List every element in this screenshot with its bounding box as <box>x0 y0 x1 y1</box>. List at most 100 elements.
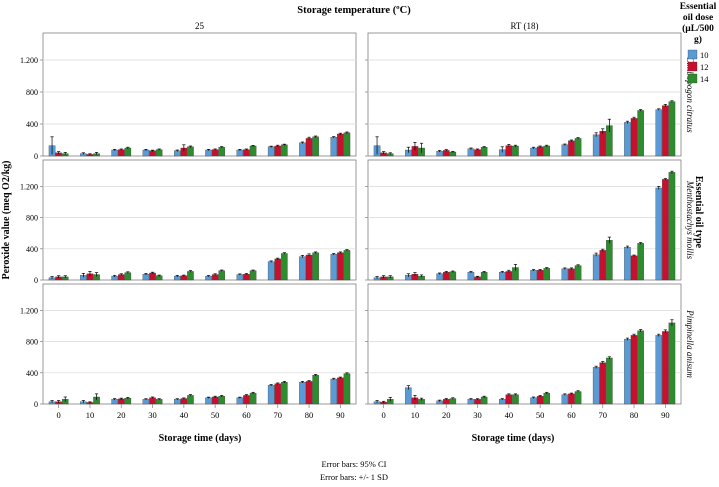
bar <box>312 374 319 405</box>
bar <box>218 147 225 157</box>
y-tick-label: 1.200 <box>20 56 38 65</box>
bar <box>142 149 150 157</box>
bar <box>436 273 443 281</box>
x-tick-label: 20 <box>442 410 451 420</box>
bar <box>599 362 607 405</box>
bar <box>505 271 513 281</box>
bar <box>149 272 156 281</box>
legend-label: 14 <box>700 74 709 84</box>
x-tick-label: 50 <box>211 410 220 420</box>
bar <box>299 256 306 281</box>
bar <box>543 145 551 157</box>
bar <box>142 399 150 405</box>
bar <box>330 137 337 157</box>
bar <box>536 146 544 157</box>
y-tick-label: 1.200 <box>20 182 38 191</box>
bar <box>530 270 537 281</box>
bar <box>536 396 544 405</box>
bar <box>480 396 488 405</box>
bar <box>249 145 257 157</box>
x-tick-label: 10 <box>411 410 420 420</box>
x-tick-label: 70 <box>274 410 283 420</box>
legend-title-line: (µL/500 <box>682 23 714 34</box>
legend-swatch <box>687 73 698 84</box>
bar <box>637 330 644 405</box>
bar <box>449 398 457 405</box>
bar <box>267 261 275 281</box>
bar <box>449 271 457 281</box>
bar <box>149 397 156 405</box>
x-axis-title-left: Storage time (days) <box>159 433 242 444</box>
bar <box>668 172 676 281</box>
row-label: Pimpinella anisum <box>685 309 695 378</box>
bar <box>267 146 275 157</box>
bar <box>530 147 537 157</box>
y-axis-title: Peroxide value (meq O2/kg) <box>1 161 12 280</box>
bar <box>305 254 313 281</box>
x-tick-label: 80 <box>630 410 639 420</box>
y-tick-label: 400 <box>26 245 38 254</box>
x-tick-label: 0 <box>382 410 386 420</box>
column-header: RT (18) <box>510 21 538 31</box>
row-label: Cimbopogon citratus <box>685 56 695 133</box>
bar <box>442 272 450 281</box>
bar <box>480 272 488 281</box>
y-tick-label: 0 <box>34 400 38 409</box>
x-tick-label: 40 <box>180 410 189 420</box>
bar <box>655 187 663 281</box>
row-label: Menthostachys mollis <box>685 180 695 260</box>
bar <box>498 272 506 281</box>
x-tick-label: 40 <box>505 410 514 420</box>
bar <box>505 394 513 405</box>
bar <box>142 273 150 281</box>
bar <box>624 122 631 157</box>
bar <box>211 396 219 405</box>
bar <box>543 268 551 281</box>
bar <box>637 110 644 157</box>
bar <box>218 270 225 281</box>
bar <box>124 397 132 405</box>
bar <box>624 247 631 281</box>
x-tick-label: 30 <box>473 410 482 420</box>
bar <box>467 272 475 281</box>
bar <box>111 149 118 157</box>
bar <box>655 109 663 157</box>
bar <box>543 392 551 405</box>
bar <box>530 397 537 405</box>
bar <box>574 265 582 281</box>
bar <box>274 145 281 157</box>
y-tick-label: 0 <box>34 276 38 285</box>
bar <box>343 373 351 405</box>
y-tick-label: 800 <box>26 338 38 347</box>
bar <box>512 145 519 157</box>
bar <box>606 240 613 281</box>
x-tick-label: 30 <box>148 410 157 420</box>
footnote-sd: Error bars: +/- 1 SD <box>320 472 388 482</box>
bar <box>211 274 219 281</box>
bar <box>630 255 638 281</box>
bar <box>243 395 250 405</box>
bar <box>606 357 613 405</box>
bar <box>312 252 319 281</box>
x-tick-label: 90 <box>661 410 670 420</box>
bar <box>305 381 313 405</box>
bar <box>180 398 188 405</box>
bar <box>343 250 351 281</box>
x-tick-label: 10 <box>86 410 95 420</box>
bar <box>668 101 676 157</box>
legend-title-line: g) <box>694 34 702 45</box>
bar <box>630 335 638 405</box>
bar <box>568 393 575 405</box>
bar <box>180 275 188 281</box>
bar <box>574 138 582 157</box>
bar <box>599 250 607 281</box>
row-axis-title: Essential oil type <box>693 176 704 249</box>
bar <box>512 394 519 405</box>
bar <box>592 367 600 405</box>
bar <box>187 146 194 157</box>
bar <box>249 392 257 405</box>
bar <box>205 397 212 405</box>
bar <box>330 254 337 281</box>
